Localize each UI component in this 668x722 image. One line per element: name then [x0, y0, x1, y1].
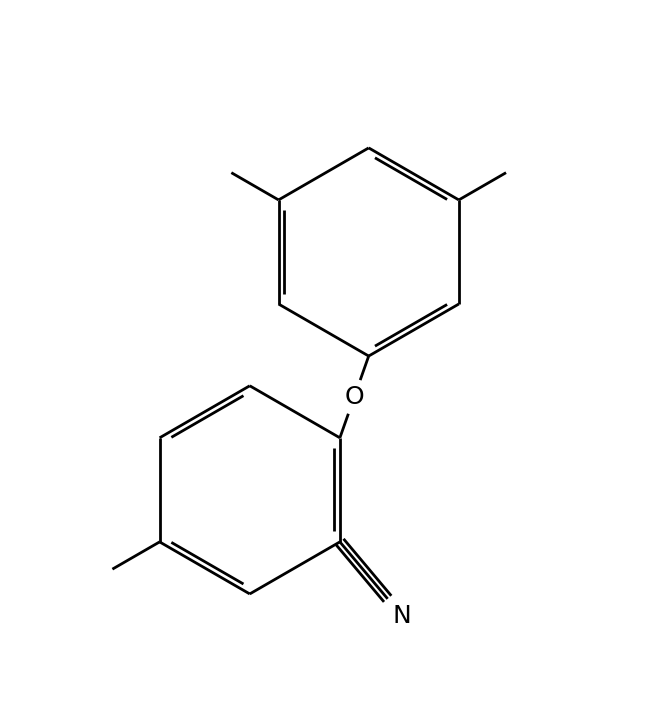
Text: O: O — [345, 385, 364, 409]
Text: N: N — [393, 604, 411, 628]
